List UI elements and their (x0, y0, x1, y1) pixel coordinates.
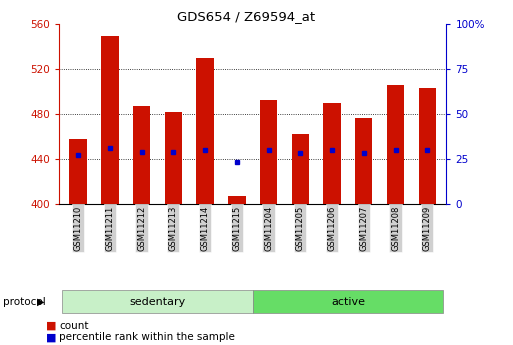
Text: GSM11214: GSM11214 (201, 205, 209, 250)
Bar (323, 103, 341, 204)
Text: GSM11208: GSM11208 (391, 205, 400, 251)
Bar (419, 88, 436, 204)
Bar (165, 112, 182, 204)
Text: GDS654 / Z69594_at: GDS654 / Z69594_at (177, 10, 315, 23)
Bar (260, 100, 277, 204)
Text: GSM11211: GSM11211 (105, 205, 114, 250)
Text: GSM11204: GSM11204 (264, 205, 273, 250)
Text: GSM11205: GSM11205 (296, 205, 305, 250)
Bar (62, 290, 253, 314)
Text: GSM11215: GSM11215 (232, 205, 241, 250)
Text: count: count (59, 321, 89, 331)
Text: GSM11207: GSM11207 (359, 205, 368, 251)
Bar (253, 290, 443, 314)
Bar (355, 118, 372, 204)
Text: ■: ■ (46, 333, 56, 342)
Bar (196, 58, 214, 204)
Text: GSM11210: GSM11210 (73, 205, 83, 250)
Text: GSM11206: GSM11206 (327, 205, 337, 251)
Bar (228, 196, 246, 204)
Bar (101, 37, 119, 204)
Bar (387, 85, 404, 204)
Bar (291, 134, 309, 204)
Text: GSM11213: GSM11213 (169, 205, 178, 251)
Text: GSM11212: GSM11212 (137, 205, 146, 250)
Bar (69, 139, 87, 204)
Text: percentile rank within the sample: percentile rank within the sample (59, 333, 235, 342)
Text: protocol: protocol (3, 297, 45, 307)
Bar (133, 106, 150, 204)
Text: ▶: ▶ (37, 297, 45, 307)
Text: sedentary: sedentary (129, 297, 186, 307)
Text: active: active (331, 297, 365, 307)
Text: GSM11209: GSM11209 (423, 205, 432, 250)
Text: ■: ■ (46, 321, 56, 331)
